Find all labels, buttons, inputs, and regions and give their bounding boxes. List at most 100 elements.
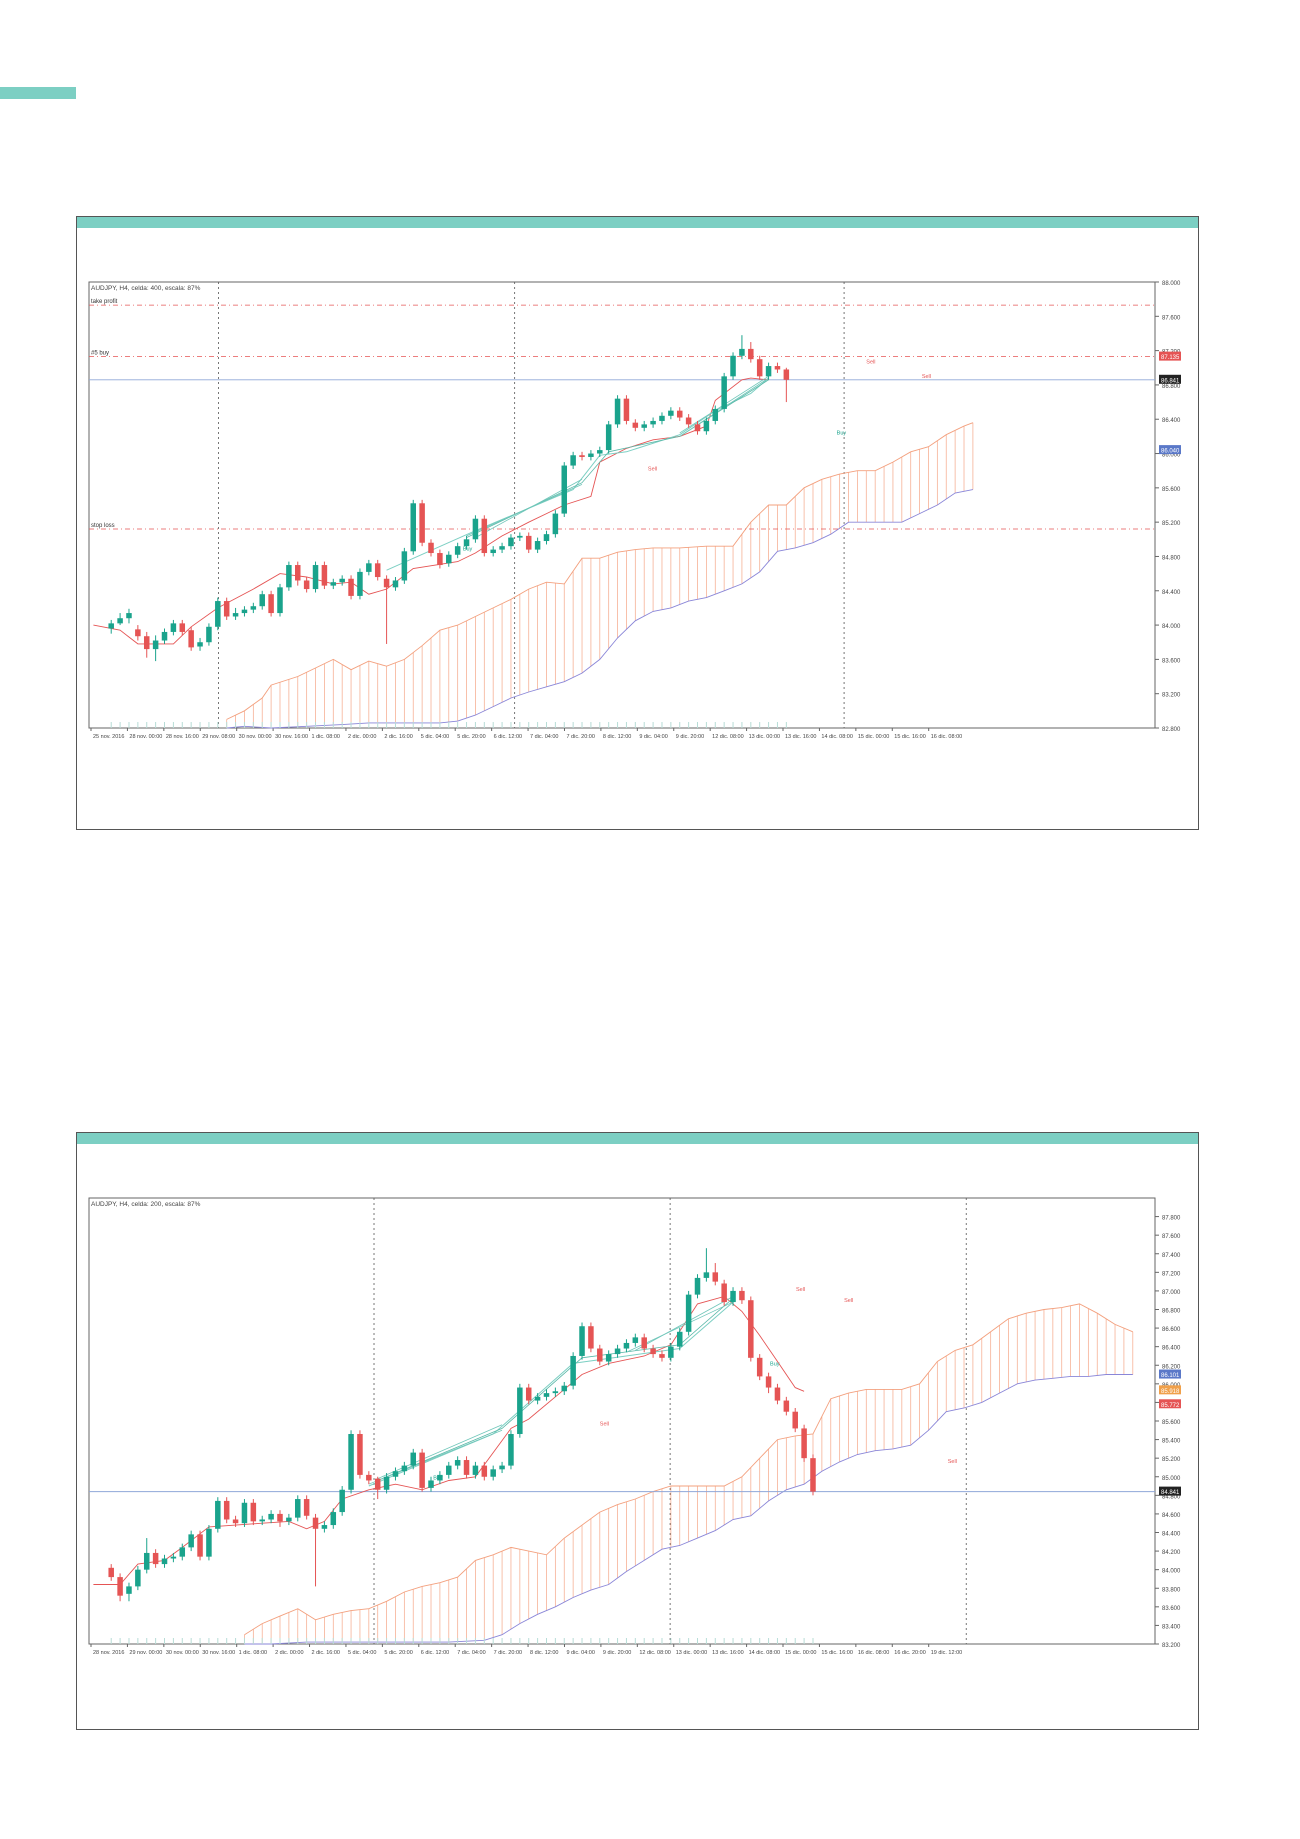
x-tick-label: 5 dic. 20:00 bbox=[457, 734, 485, 740]
bearish-candle bbox=[810, 1458, 816, 1492]
y-tick-label: 83.600 bbox=[1162, 658, 1181, 664]
bearish-candle bbox=[419, 1452, 425, 1488]
bullish-candle bbox=[108, 623, 114, 629]
bullish-candle bbox=[632, 1337, 639, 1343]
bullish-candle bbox=[339, 1489, 345, 1513]
bullish-candle bbox=[126, 1586, 132, 1594]
trade-label: Sell bbox=[600, 1422, 609, 1428]
bearish-candle bbox=[721, 1283, 727, 1303]
bearish-candle bbox=[641, 1337, 647, 1349]
bullish-candle bbox=[170, 1556, 177, 1559]
bullish-candle bbox=[143, 1552, 150, 1570]
x-tick-label: 19 dic. 12:00 bbox=[931, 1650, 963, 1656]
bearish-candle bbox=[223, 1500, 230, 1520]
x-tick-label: 9 dic. 20:00 bbox=[676, 734, 704, 740]
bullish-candle bbox=[321, 1525, 328, 1529]
bullish-candle bbox=[588, 453, 594, 457]
bearish-candle bbox=[188, 630, 194, 648]
price-tag-label: 85.772 bbox=[1161, 1403, 1180, 1409]
bearish-candle bbox=[748, 1300, 754, 1358]
x-tick-label: 8 dic. 12:00 bbox=[603, 734, 631, 740]
bearish-candle bbox=[250, 1502, 257, 1522]
x-tick-label: 8 dic. 12:00 bbox=[530, 1650, 558, 1656]
bearish-candle bbox=[312, 1517, 319, 1529]
bullish-candle bbox=[117, 618, 123, 624]
bearish-candle bbox=[774, 1387, 781, 1401]
bullish-candle bbox=[694, 1277, 701, 1295]
bullish-candle bbox=[561, 465, 568, 514]
bullish-candle bbox=[730, 355, 736, 377]
bearish-candle bbox=[774, 366, 781, 370]
bullish-candle bbox=[668, 410, 674, 416]
bullish-candle bbox=[543, 534, 550, 542]
price-tag-label: 86.101 bbox=[1161, 1373, 1180, 1379]
x-tick-label: 30 nov. 16:00 bbox=[275, 734, 308, 740]
bullish-candle bbox=[135, 1569, 141, 1587]
price-tag bbox=[1159, 351, 1181, 361]
bearish-candle bbox=[117, 1577, 123, 1596]
x-tick-label: 9 dic. 04:00 bbox=[566, 1650, 594, 1656]
y-tick-label: 83.200 bbox=[1162, 693, 1181, 699]
bullish-candle bbox=[232, 613, 239, 617]
bullish-candle bbox=[401, 551, 408, 581]
x-tick-label: 16 dic. 08:00 bbox=[858, 1650, 890, 1656]
bullish-candle bbox=[659, 415, 665, 421]
y-tick-label: 87.000 bbox=[1162, 1290, 1181, 1296]
y-tick-label: 84.000 bbox=[1162, 624, 1181, 630]
bullish-candle bbox=[472, 1465, 479, 1475]
x-tick-label: 16 dic. 08:00 bbox=[931, 734, 963, 740]
y-tick-label: 84.600 bbox=[1162, 1513, 1181, 1519]
trend-line bbox=[368, 1429, 503, 1485]
plot-frame bbox=[88, 281, 1156, 729]
bullish-candle bbox=[721, 376, 727, 409]
bullish-candle bbox=[437, 1474, 443, 1481]
bearish-candle bbox=[197, 1534, 203, 1557]
x-tick-label: 13 dic. 16:00 bbox=[785, 734, 817, 740]
price-tag bbox=[1159, 1399, 1181, 1409]
bearish-candle bbox=[685, 417, 692, 425]
price-tag-label: 87.135 bbox=[1161, 355, 1180, 361]
bullish-candle bbox=[161, 1558, 168, 1565]
price-level-label: #5 buy bbox=[91, 351, 109, 357]
x-tick-label: 30 nov. 16:00 bbox=[202, 1650, 235, 1656]
y-tick-label: 86.800 bbox=[1162, 384, 1181, 390]
bullish-candle bbox=[188, 1534, 194, 1548]
trade-label: Buy bbox=[433, 1476, 443, 1482]
bullish-candle bbox=[623, 1342, 630, 1349]
trend-line bbox=[377, 1424, 503, 1479]
bearish-candle bbox=[712, 1272, 719, 1282]
y-tick-label: 84.800 bbox=[1162, 555, 1181, 561]
bearish-candle bbox=[579, 455, 585, 457]
bearish-candle bbox=[588, 1326, 594, 1349]
bearish-candle bbox=[597, 1348, 603, 1362]
senkou-span-a bbox=[244, 1303, 1133, 1636]
trade-label: Sell bbox=[648, 467, 657, 473]
bullish-candle bbox=[161, 631, 168, 641]
x-tick-label: 14 dic. 08:00 bbox=[821, 734, 853, 740]
bullish-candle bbox=[641, 424, 647, 428]
trend-line bbox=[635, 1296, 734, 1351]
y-tick-label: 84.400 bbox=[1162, 590, 1181, 596]
bullish-candle bbox=[517, 1387, 523, 1435]
bearish-candle bbox=[303, 580, 310, 590]
bullish-candle bbox=[570, 455, 576, 466]
x-tick-label: 15 dic. 16:00 bbox=[821, 1650, 853, 1656]
bullish-candle bbox=[206, 626, 212, 643]
bullish-candle bbox=[561, 1385, 568, 1392]
bullish-candle bbox=[543, 1393, 550, 1397]
x-tick-label: 16 dic. 20:00 bbox=[894, 1650, 926, 1656]
bullish-candle bbox=[570, 1355, 576, 1386]
bullish-candle bbox=[765, 366, 772, 377]
bearish-candle bbox=[437, 553, 443, 566]
y-tick-label: 86.600 bbox=[1162, 1327, 1181, 1333]
bearish-candle bbox=[268, 594, 274, 614]
bullish-candle bbox=[534, 541, 541, 550]
bearish-candle bbox=[756, 359, 763, 377]
y-tick-label: 84.000 bbox=[1162, 1569, 1181, 1575]
x-tick-label: 12 dic. 08:00 bbox=[639, 1650, 671, 1656]
kijun-sen-line bbox=[93, 1296, 805, 1585]
x-tick-label: 12 dic. 08:00 bbox=[712, 734, 744, 740]
bullish-candle bbox=[428, 1480, 434, 1488]
bullish-candle bbox=[277, 587, 283, 614]
bearish-candle bbox=[650, 1348, 656, 1355]
